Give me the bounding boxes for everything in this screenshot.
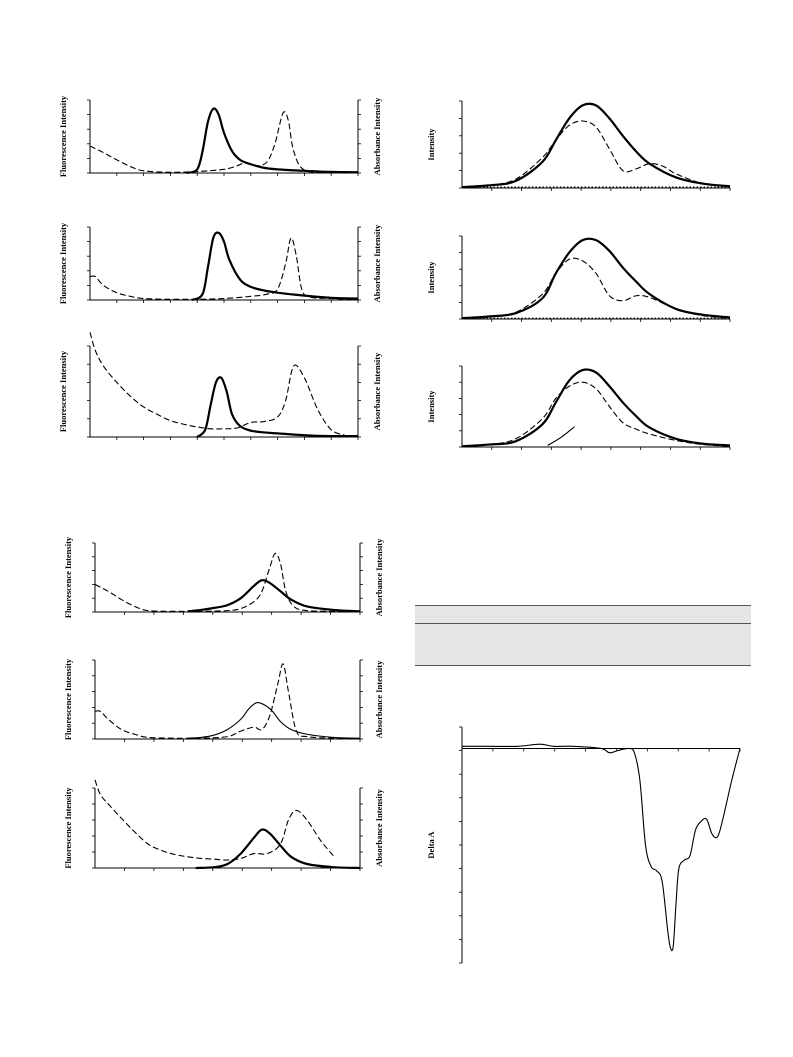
chart-left-1: Fluorescence Intensity Absorbance Intensi… (58, 95, 382, 177)
y-axis-label-right: Absorbance Intensity (372, 224, 382, 302)
y-axis-label-left: Fluorescence Intensity (63, 787, 73, 869)
chart-right-1: Intensity (426, 100, 731, 191)
series-line-thin-0 (187, 701, 361, 739)
panel-right-1: Intensity (420, 95, 740, 195)
series-line-solid-0 (191, 231, 359, 302)
series-line-dashed-1 (94, 779, 334, 861)
chart-delta-a: Delta A (426, 726, 741, 964)
chart-left-3: Fluorescence Intensity Absorbance Intensi… (58, 332, 382, 440)
panel-lower-left-1: Fluorescence Intensity Absorbance Intensi… (60, 535, 390, 630)
table-block (415, 605, 751, 666)
series-line-solid-0 (196, 376, 359, 438)
series-line-dashed-1 (89, 237, 359, 300)
y-axis-label: Delta A (426, 831, 436, 859)
series-line-solid-0 (461, 237, 731, 320)
series-line-solid-0 (195, 828, 361, 870)
chart-right-3: Intensity (426, 365, 731, 450)
series-line-solid-0 (186, 107, 359, 175)
y-axis-label: Intensity (426, 128, 436, 161)
y-axis-label-left: Fluorescence Intensity (58, 222, 68, 304)
series-line-thin-2 (547, 426, 575, 446)
y-axis-label: Intensity (426, 390, 436, 423)
series-line-dashed-1 (89, 332, 345, 436)
y-axis-label: Intensity (426, 261, 436, 294)
y-axis-label-right: Absorbance Intensity (374, 788, 384, 866)
series-line-thin-0 (461, 743, 741, 952)
panel-delta-a: Delta A (420, 715, 750, 975)
panel-lower-left-3: Fluorescence Intensity Absorbance Intensi… (60, 779, 390, 880)
chart-lower-left-3: Fluorescence Intensity Absorbance Intensi… (63, 779, 384, 871)
series-line-dashed-1 (94, 663, 361, 740)
series-line-solid-0 (187, 579, 361, 613)
series-line-dashed-1 (89, 111, 359, 173)
panel-right-2: Intensity (420, 230, 740, 330)
series-line-dashed-1 (461, 257, 731, 319)
y-axis-label-right: Absorbance Intensity (374, 660, 384, 738)
chart-right-2: Intensity (426, 235, 731, 322)
series-line-dashed-1 (461, 120, 731, 188)
table-header-rule (415, 623, 751, 624)
series-line-dashed-1 (94, 552, 361, 613)
chart-lower-left-1: Fluorescence Intensity Absorbance Intensi… (63, 536, 384, 618)
y-axis-label-left: Fluorescence Intensity (58, 95, 68, 177)
panel-right-3: Intensity (420, 360, 740, 460)
y-axis-label-left: Fluorescence Intensity (63, 536, 73, 618)
panel-left-2: Fluorescence Intensity Absorbance Intensi… (55, 215, 385, 315)
chart-left-2: Fluorescence Intensity Absorbance Intensi… (58, 222, 382, 304)
y-axis-label-left: Fluorescence Intensity (58, 350, 68, 432)
series-line-dashed-1 (461, 381, 731, 447)
y-axis-label-right: Absorbance Intensity (372, 352, 382, 430)
series-line-solid-0 (461, 102, 731, 189)
y-axis-label-right: Absorbance Intensity (374, 538, 384, 616)
panel-lower-left-2: Fluorescence Intensity Absorbance Intensi… (60, 650, 390, 750)
y-axis-label-right: Absorbance Intensity (372, 97, 382, 175)
series-line-solid-0 (461, 368, 731, 448)
chart-lower-left-2: Fluorescence Intensity Absorbance Intensi… (63, 658, 384, 742)
panel-left-3: Fluorescence Intensity Absorbance Intensi… (55, 332, 385, 445)
panel-left-1: Fluorescence Intensity Absorbance Intensi… (55, 90, 385, 185)
y-axis-label-left: Fluorescence Intensity (63, 658, 73, 740)
